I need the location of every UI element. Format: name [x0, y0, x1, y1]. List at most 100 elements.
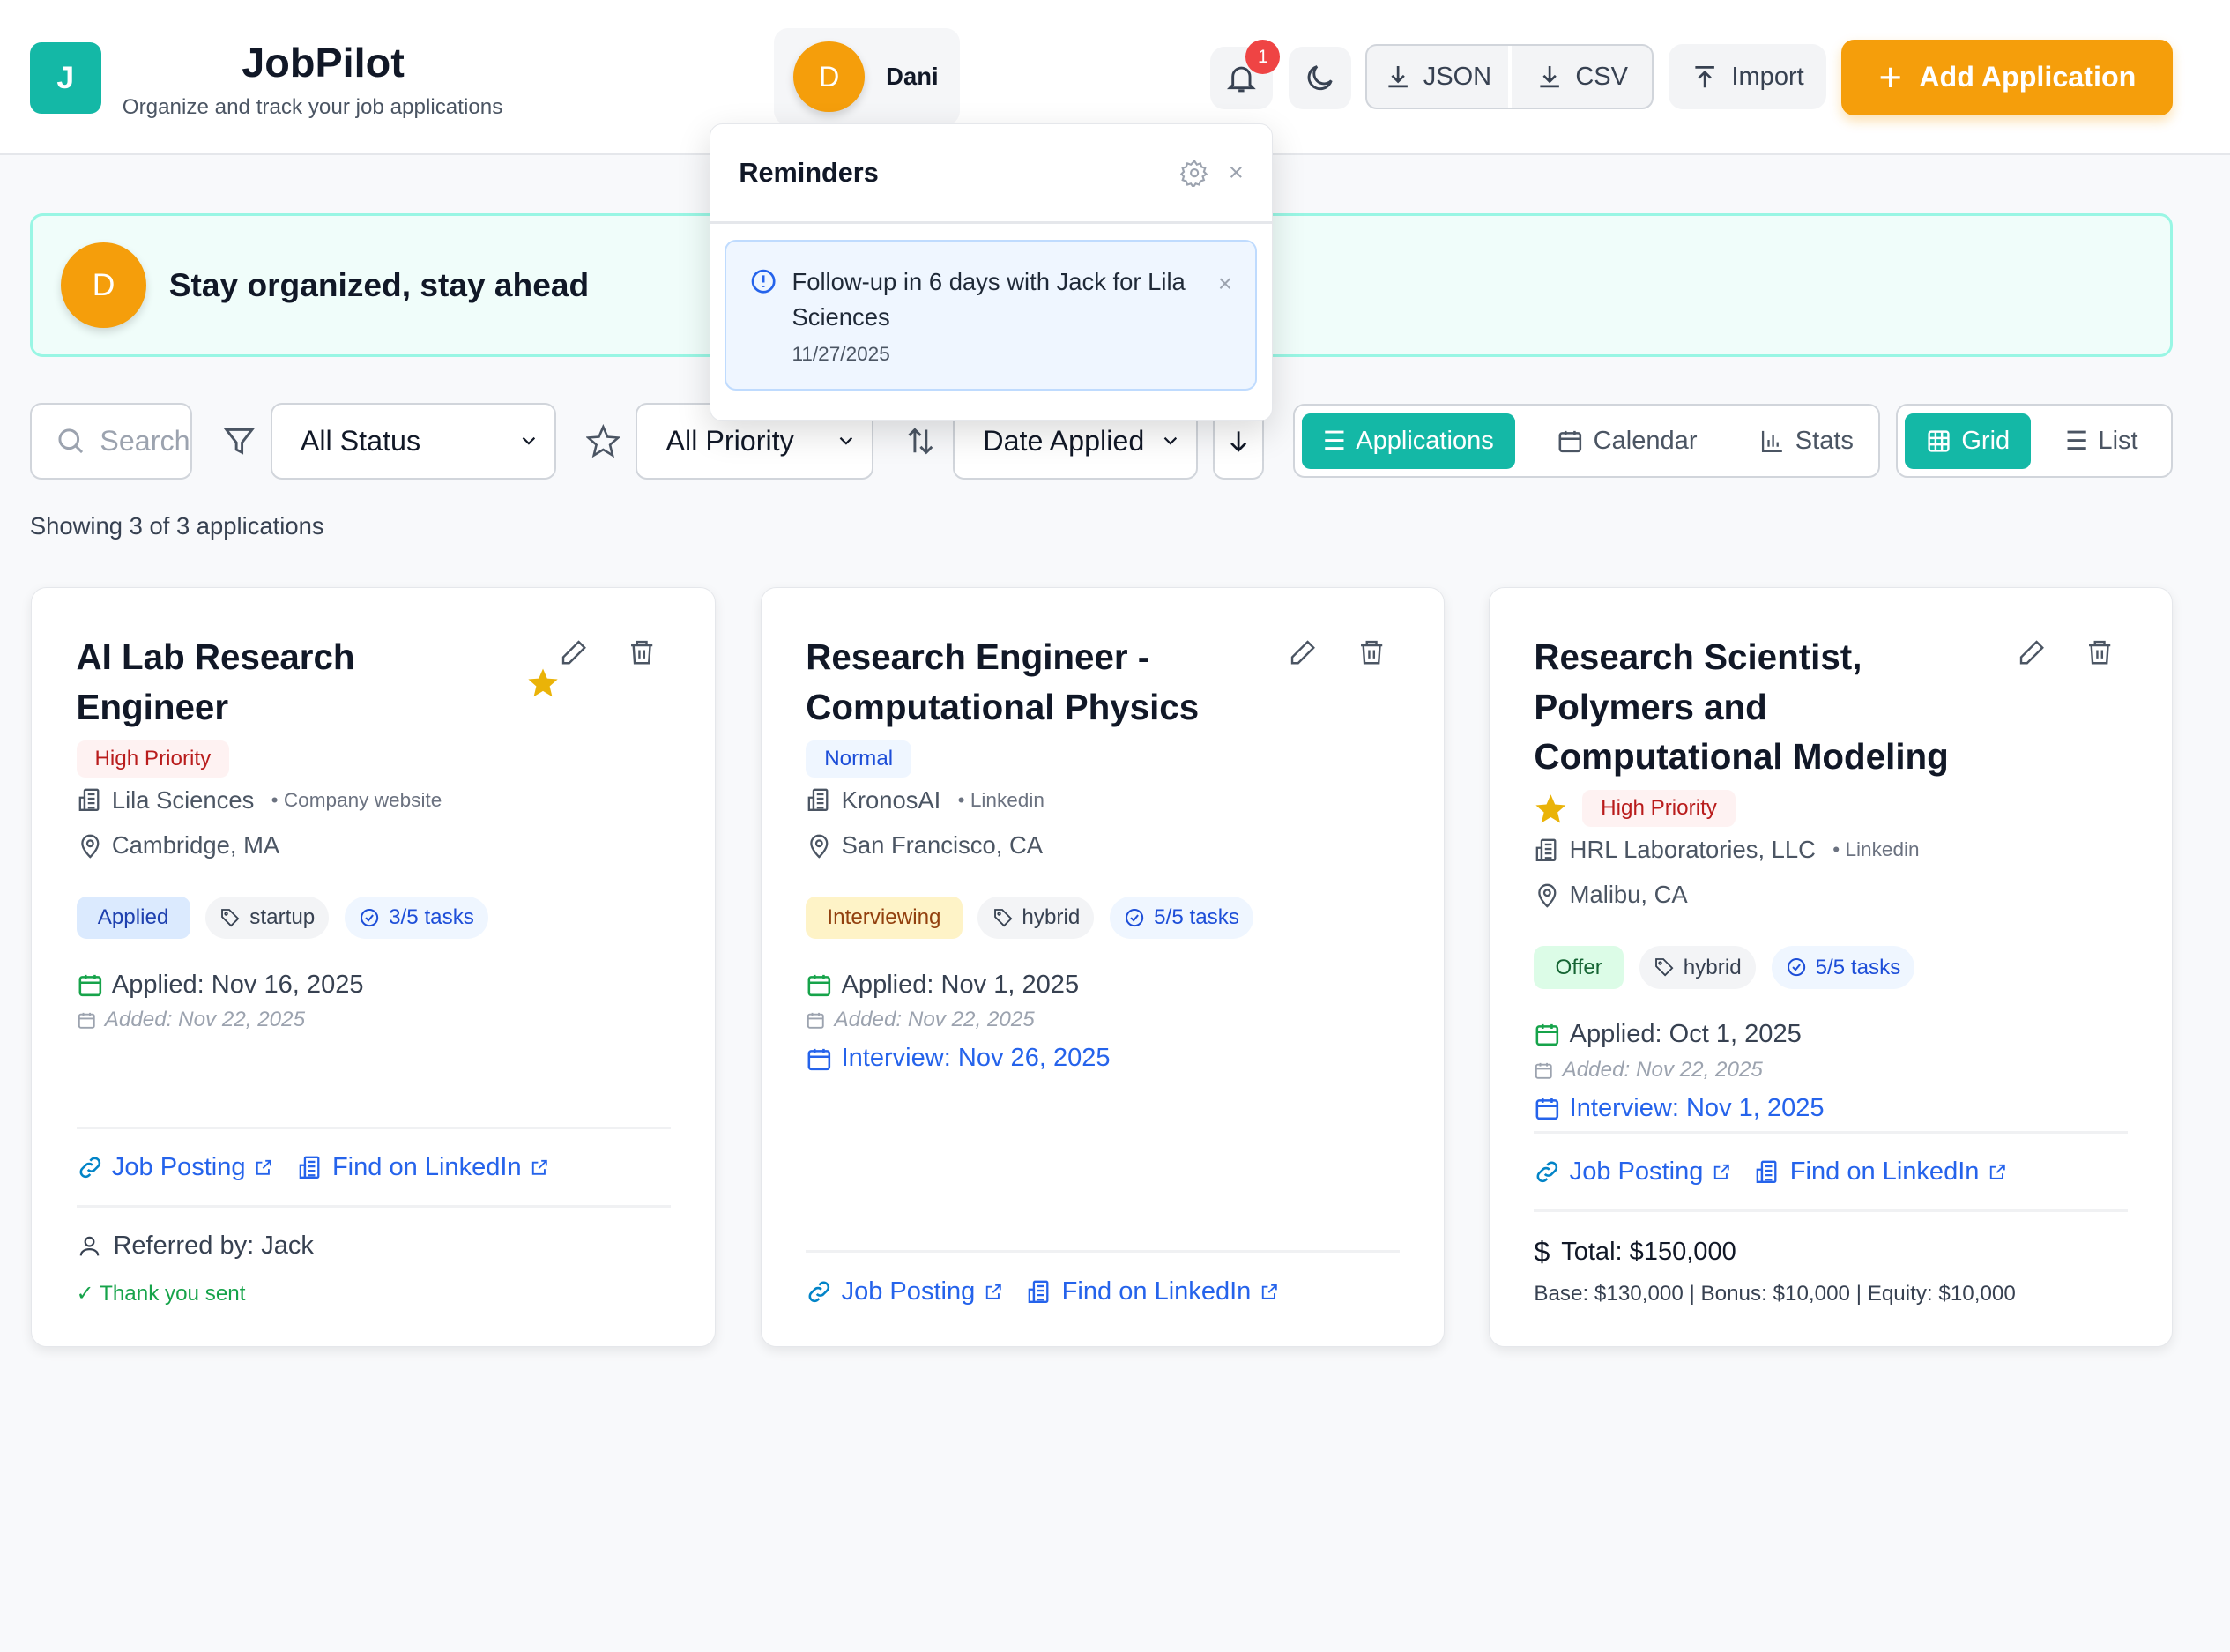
added-date: Added: Nov 22, 2025	[1562, 1057, 1763, 1082]
banner-text: Stay organized, stay ahead	[168, 265, 590, 303]
tab-grid[interactable]: Grid	[1904, 413, 2032, 469]
bell-icon	[1227, 66, 1256, 93]
tasks-chip[interactable]: 5/5 tasks	[1771, 946, 1915, 989]
notification-badge: 1	[1245, 40, 1281, 74]
reminders-popover: Reminders × Follow-up in 6 days with Jac…	[710, 123, 1274, 421]
avatar: D	[793, 41, 865, 113]
pencil-icon[interactable]	[2018, 638, 2046, 666]
export-csv-button[interactable]: CSV	[1507, 46, 1653, 108]
link-icon	[806, 1278, 833, 1306]
linkedin-link[interactable]: Find on LinkedIn	[1026, 1277, 1279, 1306]
pencil-icon[interactable]	[1289, 638, 1317, 666]
check-circle-icon	[359, 907, 380, 928]
star-icon[interactable]	[526, 666, 560, 700]
tasks-label: 5/5 tasks	[1815, 955, 1901, 979]
trash-icon[interactable]	[628, 638, 656, 666]
map-pin-icon	[77, 832, 104, 859]
app-logo: J	[29, 42, 101, 115]
search-input[interactable]: Search	[29, 402, 192, 480]
building-icon	[297, 1154, 324, 1181]
download-icon	[1535, 63, 1564, 91]
application-card[interactable]: AI Lab Research Engineer High Priority L…	[31, 587, 716, 1347]
external-link-icon	[1260, 1282, 1280, 1302]
export-csv-label: CSV	[1575, 62, 1629, 91]
reminder-date: 11/27/2025	[792, 342, 890, 365]
job-posting-link[interactable]: Job Posting	[806, 1277, 1003, 1306]
tasks-chip[interactable]: 3/5 tasks	[345, 896, 489, 940]
dismiss-reminder-icon[interactable]: ×	[1217, 270, 1232, 298]
theme-toggle-button[interactable]	[1288, 47, 1351, 110]
company-name: KronosAI	[841, 785, 941, 814]
status-badge: Interviewing	[806, 896, 963, 940]
checkmark-icon: ✓	[76, 1281, 100, 1306]
pencil-icon[interactable]	[560, 638, 588, 666]
external-link-icon	[984, 1282, 1004, 1302]
calendar-icon	[1557, 428, 1584, 455]
tag-icon	[1654, 956, 1675, 978]
company-name: HRL Laboratories, LLC	[1569, 836, 1816, 864]
list-icon: ☰	[2065, 427, 2089, 456]
export-json-button[interactable]: JSON	[1367, 46, 1508, 108]
app-subtitle: Organize and track your job applications	[122, 95, 503, 120]
sort-value: Date Applied	[983, 424, 1145, 457]
application-card[interactable]: Research Scientist, Polymers and Computa…	[1489, 587, 2174, 1347]
tab-list[interactable]: ☰ List	[2037, 413, 2159, 469]
tag-icon	[219, 907, 241, 928]
import-button[interactable]: Import	[1668, 44, 1826, 110]
star-filter-icon[interactable]	[585, 423, 621, 458]
add-application-label: Add Application	[1919, 61, 2137, 93]
app-title: JobPilot	[242, 39, 405, 86]
status-select[interactable]: All Status	[270, 402, 556, 480]
tab-calendar[interactable]: Calendar	[1520, 413, 1718, 469]
user-menu[interactable]: D Dani	[773, 28, 961, 125]
tag-label: startup	[249, 905, 316, 930]
plus-icon: +	[1878, 54, 1902, 100]
external-link-icon	[1712, 1162, 1732, 1182]
job-posting-link[interactable]: Job Posting	[1534, 1157, 1731, 1187]
building-icon	[806, 786, 833, 814]
company-name: Lila Sciences	[111, 785, 255, 814]
external-link-icon	[530, 1157, 550, 1178]
trash-icon[interactable]	[1357, 638, 1386, 666]
upload-icon	[1691, 63, 1719, 91]
building-icon	[1534, 837, 1561, 864]
close-icon[interactable]: ×	[1228, 158, 1244, 187]
reminders-title: Reminders	[739, 157, 879, 188]
salary-breakdown: Base: $130,000 | Bonus: $10,000 | Equity…	[1534, 1281, 2016, 1306]
gear-icon[interactable]	[1179, 159, 1208, 188]
interview-date: Interview: Nov 26, 2025	[841, 1044, 1111, 1073]
calendar-icon	[806, 1046, 833, 1073]
check-circle-icon	[1786, 956, 1807, 978]
tab-applications[interactable]: ☰ Applications	[1301, 413, 1515, 469]
application-card[interactable]: Research Engineer - Computational Physic…	[761, 587, 1446, 1347]
sort-icon	[907, 428, 933, 455]
tab-applications-label: Applications	[1356, 426, 1494, 455]
user-icon	[77, 1233, 102, 1259]
tab-stats-label: Stats	[1795, 426, 1854, 455]
added-date: Added: Nov 22, 2025	[834, 1008, 1035, 1032]
calendar-icon	[77, 971, 104, 999]
tag-chip: startup	[205, 896, 330, 940]
applied-date: Applied: Nov 1, 2025	[841, 970, 1080, 999]
trash-icon[interactable]	[2085, 638, 2114, 666]
building-icon	[1026, 1278, 1053, 1306]
job-posting-link[interactable]: Job Posting	[77, 1153, 274, 1182]
added-date: Added: Nov 22, 2025	[104, 1008, 306, 1032]
chevron-down-icon	[1159, 429, 1182, 452]
status-badge: Offer	[1534, 946, 1624, 989]
calendar-icon	[1534, 1060, 1554, 1081]
location: Cambridge, MA	[111, 830, 280, 859]
bar-chart-icon	[1761, 430, 1782, 452]
external-link-icon	[1988, 1162, 2008, 1182]
tab-stats[interactable]: Stats	[1724, 413, 1875, 469]
tag-chip: hybrid	[1639, 946, 1756, 989]
add-application-button[interactable]: + Add Application	[1841, 40, 2174, 115]
filter-icon	[223, 428, 255, 455]
tasks-chip[interactable]: 5/5 tasks	[1110, 896, 1254, 940]
alert-circle-icon	[751, 269, 776, 294]
reminder-item[interactable]: Follow-up in 6 days with Jack for Lila S…	[725, 240, 1257, 391]
grid-icon	[1928, 430, 1950, 452]
linkedin-link[interactable]: Find on LinkedIn	[297, 1153, 550, 1182]
star-icon[interactable]	[1534, 792, 1568, 826]
linkedin-link[interactable]: Find on LinkedIn	[1754, 1157, 2007, 1187]
